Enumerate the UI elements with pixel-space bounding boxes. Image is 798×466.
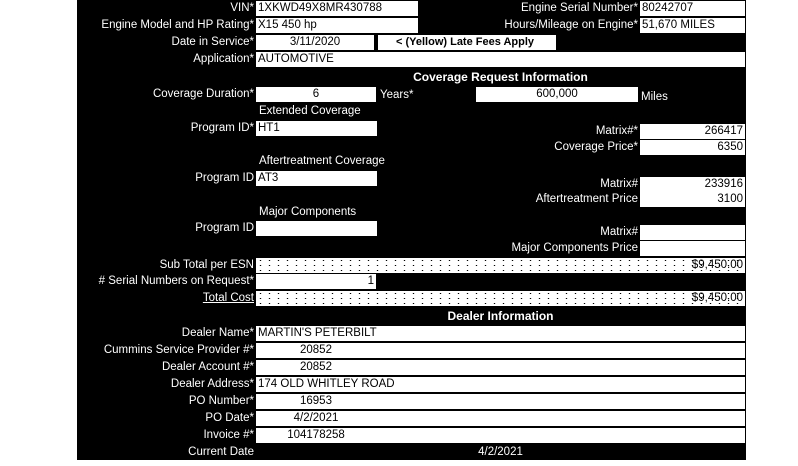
dealer-row-field[interactable]: 16953 xyxy=(256,394,745,409)
dealer-row-value: 20852 xyxy=(300,361,332,373)
years-label: Years* xyxy=(380,89,414,101)
vin-field[interactable]: 1XKWD49X8MR430788 xyxy=(256,1,418,16)
late-fees-note: < (Yellow) Late Fees Apply xyxy=(378,35,556,50)
major-components-title: Major Components xyxy=(259,206,357,218)
current-date-value: 4/2/2021 xyxy=(478,446,523,458)
total-label: Total Cost xyxy=(202,292,254,304)
at-price-label: Aftertreatment Price xyxy=(535,193,638,205)
subtotal-field: $9,450.00 xyxy=(256,258,745,273)
engine-model-label: Engine Model and HP Rating* xyxy=(101,19,254,31)
at-price-field[interactable]: 3100 xyxy=(640,192,745,207)
dealer-row-value: 4/2/2021 xyxy=(293,412,339,424)
date-in-service-label: Date in Service* xyxy=(171,36,254,48)
dealer-row-label: Dealer Address* xyxy=(170,378,254,390)
serials-field[interactable]: 1 xyxy=(256,274,376,289)
subtotal-label: Sub Total per ESN xyxy=(159,259,254,271)
mc-program-field[interactable] xyxy=(256,221,377,236)
current-date-label: Current Date xyxy=(188,446,254,458)
hours-label: Hours/Mileage on Engine* xyxy=(504,19,638,31)
dealer-row-label: Cummins Service Provider #* xyxy=(103,344,254,356)
hours-field[interactable]: 51,670 MILES xyxy=(640,18,745,33)
dealer-row-value: 174 OLD WHITLEY ROAD xyxy=(258,378,395,390)
dealer-row-label: Invoice #* xyxy=(203,429,254,441)
duration-label: Coverage Duration* xyxy=(152,88,254,100)
dealer-row-field[interactable]: 174 OLD WHITLEY ROAD xyxy=(256,377,745,392)
ext-program-label: Program ID* xyxy=(190,122,254,134)
dealer-header: Dealer Information xyxy=(447,309,554,323)
at-matrix-label: Matrix# xyxy=(600,178,638,190)
date-in-service-field[interactable]: 3/11/2020 xyxy=(256,35,374,50)
duration-field[interactable]: 6 xyxy=(256,87,376,102)
total-field: $9,450.00 xyxy=(256,291,745,306)
engine-serial-label: Engine Serial Number* xyxy=(521,2,638,14)
coverage-header: Coverage Request Information xyxy=(413,70,588,84)
dealer-row-value: 16953 xyxy=(300,395,332,407)
dealer-row-label: PO Number* xyxy=(188,395,254,407)
mc-price-label: Major Components Price xyxy=(511,242,638,254)
application-field[interactable]: AUTOMOTIVE xyxy=(256,52,745,67)
ext-program-field[interactable]: HT1 xyxy=(256,121,377,136)
at-program-label: Program ID xyxy=(195,172,254,184)
dealer-row-field[interactable]: 20852 xyxy=(256,343,745,358)
engine-model-field[interactable]: X15 450 hp xyxy=(256,18,418,33)
ext-matrix-field[interactable]: 266417 xyxy=(640,124,745,139)
dealer-row-field[interactable]: 4/2/2021 xyxy=(256,411,745,426)
dealer-row-value: 20852 xyxy=(300,344,332,356)
coverage-price-label: Coverage Price* xyxy=(554,141,638,153)
dealer-row-label: Dealer Name* xyxy=(181,327,254,339)
aftertreatment-title: Aftertreatment Coverage xyxy=(259,155,385,167)
dealer-row-label: PO Date* xyxy=(205,412,254,424)
dealer-row-field[interactable]: 104178258 xyxy=(256,428,745,443)
extended-coverage-title: Extended Coverage xyxy=(259,105,361,117)
miles-label: Miles xyxy=(641,91,668,103)
engine-serial-field[interactable]: 80242707 xyxy=(640,1,745,16)
ext-matrix-label: Matrix#* xyxy=(595,125,638,137)
dealer-row-field[interactable]: MARTIN'S PETERBILT xyxy=(256,326,745,341)
miles-field[interactable]: 600,000 xyxy=(476,87,638,102)
at-matrix-field[interactable]: 233916 xyxy=(640,177,745,192)
mc-matrix-label: Matrix# xyxy=(600,226,638,238)
serials-label: # Serial Numbers on Request* xyxy=(98,275,254,287)
coverage-price-field[interactable]: 6350 xyxy=(640,140,745,155)
dealer-row-value: 104178258 xyxy=(287,429,345,441)
mc-program-label: Program ID xyxy=(195,222,254,234)
dealer-row-value: MARTIN'S PETERBILT xyxy=(258,327,377,339)
at-program-field[interactable]: AT3 xyxy=(256,171,377,186)
dealer-row-field[interactable]: 20852 xyxy=(256,360,745,375)
vin-label: VIN* xyxy=(230,2,254,14)
dealer-row-label: Dealer Account #* xyxy=(161,361,254,373)
mc-price-field[interactable] xyxy=(640,241,745,256)
application-label: Application* xyxy=(193,53,254,65)
mc-matrix-field[interactable] xyxy=(640,225,745,240)
